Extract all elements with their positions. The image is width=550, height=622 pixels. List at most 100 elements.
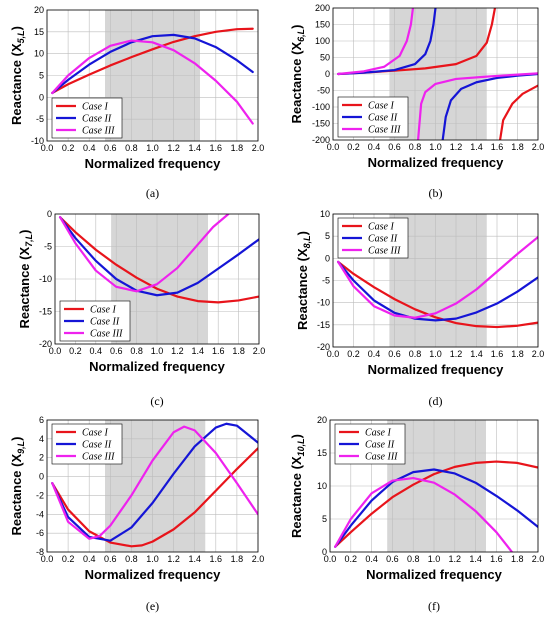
x-tick-label: 1.8 (231, 554, 244, 564)
x-tick-label: 0.4 (365, 554, 378, 564)
x-tick-label: 1.4 (470, 142, 483, 152)
x-tick-label: 0.2 (347, 349, 360, 359)
x-tick-label: 1.0 (428, 554, 441, 564)
y-tick-label: -50 (317, 86, 330, 96)
series-line (334, 460, 538, 548)
x-tick-label: 1.6 (491, 142, 504, 152)
x-tick-label: 0.2 (345, 554, 358, 564)
x-tick-label: 1.6 (490, 554, 503, 564)
series-line (337, 235, 538, 319)
x-tick-label: 1.0 (429, 349, 442, 359)
y-tick-label: 20 (317, 415, 327, 425)
x-tick-label: 0.0 (41, 143, 54, 153)
x-tick-label: 0.2 (62, 554, 75, 564)
y-tick-label: -8 (36, 547, 44, 557)
y-tick-label: 0 (325, 69, 330, 79)
series-line (51, 422, 258, 542)
series-line (51, 33, 254, 95)
y-tick-label: 0 (47, 209, 52, 219)
y-tick-label: 0 (322, 547, 327, 557)
y-tick-label: 200 (315, 3, 330, 13)
y-tick-label: 15 (317, 448, 327, 458)
x-tick-label: 0.0 (327, 349, 340, 359)
series-line (337, 8, 538, 140)
x-tick-label: 0.4 (368, 142, 381, 152)
series-line (59, 214, 230, 293)
x-tick-label: 0.8 (125, 143, 138, 153)
y-tick-label: -4 (36, 509, 44, 519)
x-tick-label: 1.8 (511, 554, 524, 564)
plot-frame (46, 419, 259, 553)
y-tick-label: -10 (31, 136, 44, 146)
panel-caption: (e) (146, 599, 159, 613)
x-tick-label: 2.0 (532, 554, 545, 564)
series-line (334, 468, 538, 548)
y-tick-label: 150 (315, 20, 330, 30)
y-tick-label: 10 (34, 49, 44, 59)
x-tick-label: 2.0 (252, 143, 265, 153)
y-axis-label: Reactance (X8,L) (295, 231, 312, 330)
x-tick-label: 1.6 (212, 346, 225, 356)
legend-label: Case III (365, 452, 398, 463)
legend-label: Case II (368, 113, 398, 124)
x-tick-label: 1.2 (167, 554, 180, 564)
y-tick-label: -5 (44, 242, 52, 252)
series-line (337, 260, 538, 322)
x-tick-label: 0.0 (49, 346, 62, 356)
panel-caption: (b) (429, 186, 443, 200)
chart-panel: 0.0 0.2 0.4 0.6 0.8 1.0 1.2 1.4 1.6 1.8 2.0 -8 -6 -4 -… (9, 415, 264, 613)
x-tick-label: 0.4 (83, 554, 96, 564)
legend-label: Case II (82, 114, 112, 125)
y-axis-label: Reactance (X6,L) (289, 24, 306, 123)
legend-label: Case III (90, 329, 123, 340)
plot-frame (332, 7, 539, 141)
x-tick-label: 1.6 (210, 554, 223, 564)
x-tick-label: 1.0 (146, 554, 159, 564)
x-axis-label: Normalized frequency (366, 567, 503, 582)
panel-caption: (c) (150, 394, 163, 408)
x-tick-label: 1.0 (429, 142, 442, 152)
x-tick-label: 0.4 (83, 143, 96, 153)
y-tick-label: 0 (39, 472, 44, 482)
y-tick-label: 100 (315, 36, 330, 46)
y-tick-label: -5 (322, 276, 330, 286)
panel-caption: (d) (429, 394, 443, 408)
y-axis-label: Reactance (X9,L) (9, 436, 26, 535)
y-tick-label: 0 (325, 253, 330, 263)
y-tick-label: 5 (322, 514, 327, 524)
panel-caption: (f) (428, 599, 440, 613)
y-axis-label: Reactance (X5,L) (9, 26, 26, 125)
x-tick-label: 0.2 (69, 346, 82, 356)
x-tick-label: 2.0 (252, 554, 265, 564)
plot-frame (54, 213, 260, 345)
panel-caption: (a) (146, 186, 159, 200)
x-tick-label: 0.8 (130, 346, 143, 356)
legend-label: Case III (368, 125, 401, 136)
x-tick-label: 0.6 (388, 142, 401, 152)
x-tick-label: 1.4 (469, 554, 482, 564)
y-tick-label: 4 (39, 434, 44, 444)
x-tick-label: 0.0 (327, 142, 340, 152)
y-tick-label: -100 (312, 102, 330, 112)
y-tick-label: 10 (320, 209, 330, 219)
y-tick-label: -10 (39, 274, 52, 284)
x-tick-label: 1.8 (511, 142, 524, 152)
y-tick-label: 50 (320, 53, 330, 63)
x-tick-label: 0.6 (104, 554, 117, 564)
x-tick-label: 1.2 (449, 554, 462, 564)
legend-label: Case I (82, 428, 109, 439)
x-tick-label: 1.2 (171, 346, 184, 356)
x-tick-label: 1.6 (210, 143, 223, 153)
x-tick-label: 0.6 (386, 554, 399, 564)
legend-label: Case III (82, 452, 115, 463)
plot-frame (332, 213, 539, 348)
y-tick-label: 20 (34, 5, 44, 15)
x-tick-label: 2.0 (532, 142, 545, 152)
x-axis-label: Normalized frequency (85, 567, 222, 582)
x-tick-label: 0.4 (90, 346, 103, 356)
